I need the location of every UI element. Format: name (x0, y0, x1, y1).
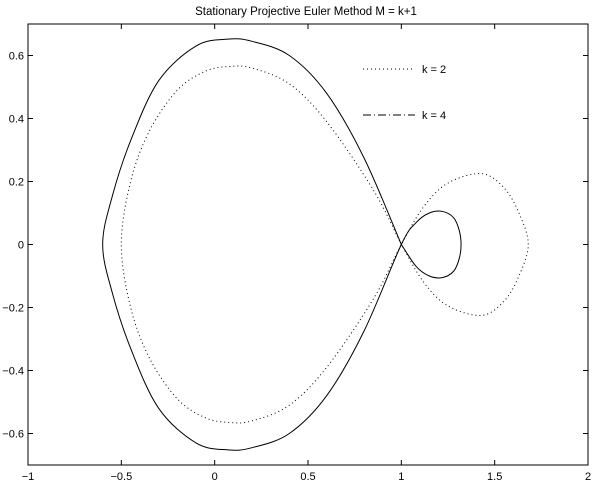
x-tick-label: 1 (398, 471, 404, 483)
y-tick-label: 0.2 (9, 177, 24, 189)
axis-ticks: −1 −0.5 0 0.5 1 1.5 2 −0.6 −0.4 −0.2 0 0.2 0.4 0.6 (2, 24, 591, 483)
x-tick-label: −1 (22, 471, 35, 483)
series-layer (102, 38, 529, 451)
x-tick-label: 0 (212, 471, 218, 483)
legend: k = 2 k = 4 (363, 64, 446, 122)
legend-label: k = 4 (422, 110, 446, 122)
y-tick-label: 0.6 (9, 51, 24, 63)
y-tick-label: 0.4 (9, 114, 24, 126)
series-line-2 (102, 38, 462, 451)
legend-label: k = 2 (422, 64, 446, 76)
y-tick-label: −0.4 (2, 366, 24, 378)
series-line-1 (120, 65, 529, 424)
y-tick-label: −0.2 (2, 303, 24, 315)
y-tick-label: 0 (18, 240, 24, 252)
x-tick-label: 2 (585, 471, 591, 483)
y-tick-label: −0.6 (2, 429, 24, 441)
x-tick-label: 1.5 (487, 471, 502, 483)
chart-title: Stationary Projective Euler Method M = k… (195, 6, 417, 18)
x-tick-label: 0.5 (300, 471, 315, 483)
x-tick-label: −0.5 (110, 471, 132, 483)
